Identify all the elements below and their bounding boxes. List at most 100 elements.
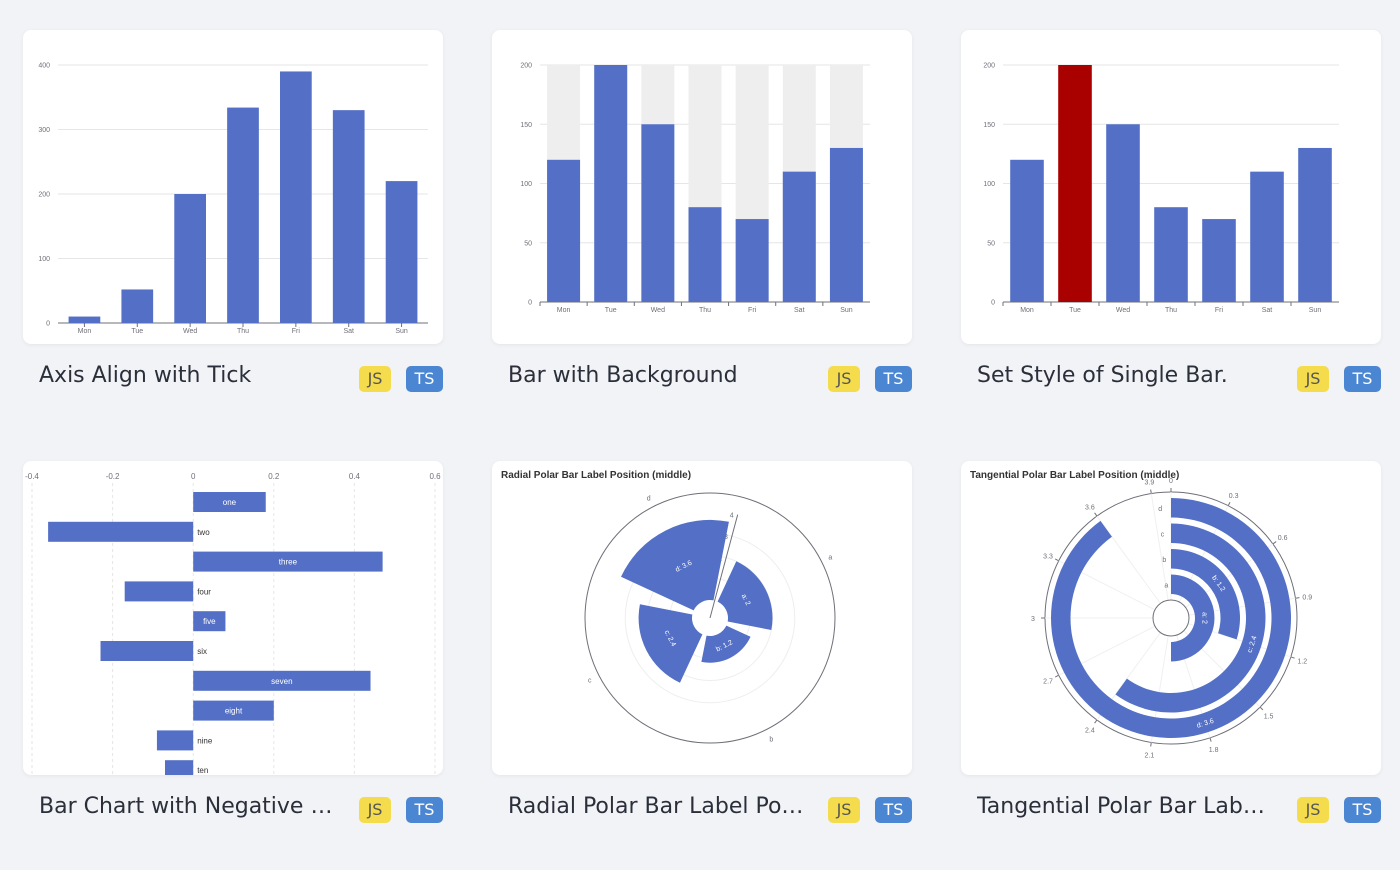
x-tick-label: Mon bbox=[557, 307, 571, 314]
x-tick-label: Wed bbox=[1116, 307, 1130, 314]
bar-chart: 0 50 100 150 200 Mon Tue Wed Thu Fri Sat Sun bbox=[520, 63, 870, 314]
angle-tick-label: 0 bbox=[1169, 478, 1173, 485]
bar-label: five bbox=[203, 617, 216, 626]
bar-label: one bbox=[223, 498, 237, 507]
angle-tick bbox=[1272, 541, 1277, 545]
example-card-tangential-polar[interactable]: Tangential Polar Bar Label Position (mid… bbox=[961, 461, 1381, 823]
y-tick-label: 400 bbox=[38, 63, 50, 70]
x-tick-label: Tue bbox=[131, 328, 143, 335]
polar-bar bbox=[717, 561, 773, 631]
js-badge[interactable]: JS bbox=[1297, 366, 1329, 392]
bar-label: two bbox=[197, 528, 210, 537]
polar-bar bbox=[1115, 523, 1266, 713]
bar-label: four bbox=[197, 587, 211, 596]
x-tick-label: Wed bbox=[183, 328, 197, 335]
y-tick-label: 0 bbox=[991, 300, 995, 307]
example-card-bar-background[interactable]: 0 50 100 150 200 Mon Tue Wed Thu Fri Sat Sun Bar wi… bbox=[492, 30, 912, 392]
bar bbox=[385, 181, 418, 323]
chart-thumbnail[interactable]: 0 100 200 300 400 Mon Tue Wed Thu Fri Sat Sun bbox=[23, 30, 443, 344]
js-badge[interactable]: JS bbox=[359, 366, 391, 392]
polar-bar bbox=[1171, 574, 1215, 662]
y-tick-label: 100 bbox=[38, 256, 50, 263]
radius-label: c bbox=[1161, 532, 1165, 539]
y-tick-label: 200 bbox=[983, 63, 995, 70]
bar-label: ten bbox=[197, 766, 208, 775]
ts-badge[interactable]: TS bbox=[1344, 797, 1381, 823]
js-badge[interactable]: JS bbox=[359, 797, 391, 823]
bar bbox=[124, 581, 194, 602]
angle-tick bbox=[1290, 656, 1295, 659]
example-title[interactable]: Tangential Polar Bar Label... bbox=[977, 794, 1277, 819]
example-title[interactable]: Radial Polar Bar Label Pos... bbox=[508, 794, 808, 819]
chart-thumbnail[interactable]: 0 50 100 150 200 Mon Tue Wed Thu Fri Sat Sun bbox=[961, 30, 1381, 344]
y-tick-label: 50 bbox=[524, 240, 532, 247]
js-badge[interactable]: JS bbox=[828, 366, 860, 392]
js-badge[interactable]: JS bbox=[828, 797, 860, 823]
example-card-radial-polar[interactable]: Radial Polar Bar Label Position (middle)… bbox=[492, 461, 912, 823]
example-title[interactable]: Set Style of Single Bar. bbox=[977, 363, 1228, 388]
js-badge[interactable]: JS bbox=[1297, 797, 1329, 823]
bar-label: a: 2 bbox=[740, 593, 752, 607]
radius-label: d bbox=[1158, 506, 1162, 513]
ts-badge[interactable]: TS bbox=[1344, 366, 1381, 392]
bar bbox=[68, 316, 101, 323]
bar bbox=[1058, 65, 1092, 302]
bar bbox=[164, 760, 194, 775]
bar bbox=[193, 551, 383, 572]
ts-badge[interactable]: TS bbox=[875, 366, 912, 392]
polar-bar bbox=[638, 604, 703, 683]
angle-tick-label: 2.7 bbox=[1043, 679, 1053, 686]
angle-tick-label: 2.1 bbox=[1145, 752, 1155, 759]
x-tick-label: Sun bbox=[840, 307, 853, 314]
angle-tick bbox=[1150, 489, 1152, 494]
chart-thumbnail[interactable]: 0 50 100 150 200 Mon Tue Wed Thu Fri Sat Sun bbox=[492, 30, 912, 344]
example-title[interactable]: Bar with Background bbox=[508, 363, 738, 388]
x-tick-label: Wed bbox=[651, 307, 665, 314]
angle-tick-label: 0.6 bbox=[1278, 535, 1288, 542]
chart-thumbnail[interactable]: Radial Polar Bar Label Position (middle)… bbox=[492, 461, 912, 775]
example-card-axis-align[interactable]: 0 100 200 300 400 Mon Tue Wed Thu Fri Sat Sun Axis … bbox=[23, 30, 443, 392]
ts-badge[interactable]: TS bbox=[406, 797, 443, 823]
y-tick-label: 100 bbox=[983, 181, 995, 188]
ts-badge[interactable]: TS bbox=[875, 797, 912, 823]
example-card-single-bar-style[interactable]: 0 50 100 150 200 Mon Tue Wed Thu Fri Sat Sun Set St… bbox=[961, 30, 1381, 392]
angle-tick-label: 3.3 bbox=[1043, 553, 1053, 560]
x-tick-label: 0 bbox=[191, 472, 196, 481]
x-tick-label: Tue bbox=[1069, 307, 1081, 314]
x-tick-label: 0.6 bbox=[429, 472, 441, 481]
bar bbox=[547, 159, 581, 302]
angle-tick-label: 0.3 bbox=[1229, 493, 1239, 500]
x-tick-label: Sat bbox=[794, 307, 805, 314]
caption-row: Axis Align with Tick JS TS bbox=[23, 357, 443, 399]
y-tick-label: 0 bbox=[528, 300, 532, 307]
bar bbox=[1250, 171, 1284, 302]
x-tick-label: Thu bbox=[699, 307, 711, 314]
example-title[interactable]: Axis Align with Tick bbox=[39, 363, 252, 388]
chart-thumbnail[interactable]: Tangential Polar Bar Label Position (mid… bbox=[961, 461, 1381, 775]
angle-label: d bbox=[647, 496, 651, 503]
bar bbox=[1010, 159, 1044, 302]
example-card-negative-bar[interactable]: -0.4 -0.2 0 0.2 0.4 0.6 one two three four five six… bbox=[23, 461, 443, 823]
angle-label: b bbox=[769, 736, 773, 743]
x-tick-label: 0.4 bbox=[349, 472, 361, 481]
bar bbox=[782, 171, 816, 302]
ts-badge[interactable]: TS bbox=[406, 366, 443, 392]
bar bbox=[156, 730, 194, 751]
r-tick-label: 3 bbox=[724, 534, 728, 541]
radius-label: a bbox=[1164, 582, 1168, 589]
angle-tick-label: 3.6 bbox=[1085, 504, 1095, 511]
x-tick-label: -0.4 bbox=[25, 472, 39, 481]
angle-tick bbox=[1094, 719, 1098, 724]
bar bbox=[280, 71, 312, 323]
horizontal-bar-chart: -0.4 -0.2 0 0.2 0.4 0.6 one two three four five six… bbox=[25, 472, 441, 775]
chart-thumbnail[interactable]: -0.4 -0.2 0 0.2 0.4 0.6 one two three four five six… bbox=[23, 461, 443, 775]
angle-axis bbox=[584, 492, 836, 744]
x-tick-label: Sat bbox=[1262, 307, 1273, 314]
bar-label: six bbox=[197, 647, 207, 656]
grid-line bbox=[1096, 515, 1172, 619]
angle-tick bbox=[1150, 742, 1152, 747]
bar-label: nine bbox=[197, 736, 213, 745]
bar bbox=[193, 700, 274, 721]
example-title[interactable]: Bar Chart with Negative V... bbox=[39, 794, 339, 819]
x-tick-label: Sat bbox=[343, 328, 354, 335]
